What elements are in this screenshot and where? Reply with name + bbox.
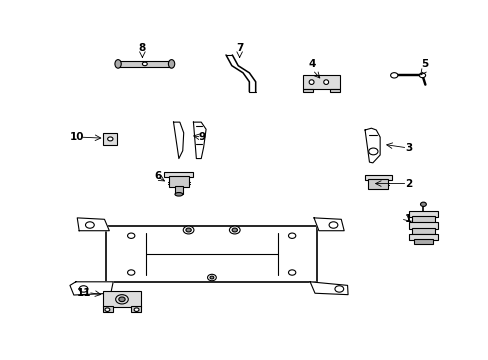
Polygon shape	[173, 122, 183, 158]
Text: 5: 5	[420, 59, 427, 69]
Text: 7: 7	[236, 43, 243, 53]
Polygon shape	[313, 218, 344, 231]
Bar	[103, 133, 117, 145]
Bar	[408, 222, 437, 229]
Polygon shape	[77, 218, 109, 231]
Ellipse shape	[107, 137, 113, 141]
Bar	[175, 186, 183, 194]
Text: 3: 3	[404, 143, 411, 153]
Text: 11: 11	[77, 288, 91, 297]
Bar	[329, 89, 339, 92]
Polygon shape	[193, 122, 205, 158]
Polygon shape	[70, 282, 113, 295]
Bar	[411, 228, 434, 234]
Bar	[102, 292, 141, 307]
Text: 6: 6	[154, 171, 162, 181]
Ellipse shape	[308, 80, 313, 85]
Bar	[169, 176, 188, 187]
Text: 10: 10	[69, 132, 84, 142]
Bar	[408, 211, 437, 217]
Ellipse shape	[115, 60, 121, 68]
Bar	[164, 172, 193, 177]
Bar	[302, 75, 339, 89]
Polygon shape	[365, 128, 379, 163]
Ellipse shape	[420, 202, 426, 206]
Ellipse shape	[175, 193, 183, 196]
Ellipse shape	[134, 308, 139, 311]
Bar	[302, 89, 312, 92]
Ellipse shape	[105, 308, 110, 311]
Text: 8: 8	[139, 43, 146, 53]
Ellipse shape	[232, 228, 237, 232]
Bar	[130, 306, 141, 312]
Ellipse shape	[183, 226, 194, 234]
Text: 2: 2	[404, 179, 411, 189]
Ellipse shape	[119, 297, 125, 302]
Ellipse shape	[185, 228, 191, 232]
Bar	[413, 239, 432, 244]
Ellipse shape	[229, 226, 240, 234]
Text: 9: 9	[198, 132, 205, 142]
Ellipse shape	[209, 276, 213, 279]
Ellipse shape	[390, 73, 397, 78]
Text: 4: 4	[308, 59, 316, 69]
Ellipse shape	[207, 274, 216, 281]
Bar	[364, 175, 391, 180]
Bar	[368, 179, 387, 189]
Text: 1: 1	[404, 214, 411, 224]
Ellipse shape	[418, 73, 425, 78]
Bar	[118, 61, 171, 67]
Bar	[411, 216, 434, 223]
Ellipse shape	[142, 62, 147, 66]
Ellipse shape	[323, 80, 328, 85]
Polygon shape	[225, 55, 255, 92]
Bar	[102, 306, 113, 312]
Polygon shape	[309, 282, 347, 295]
Bar	[408, 234, 437, 240]
Ellipse shape	[168, 60, 174, 68]
